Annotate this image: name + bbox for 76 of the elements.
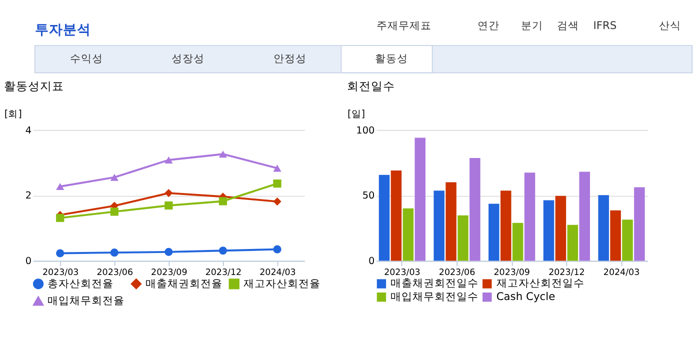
bar: [598, 195, 609, 261]
x-tick-label: 2023/06: [96, 268, 133, 278]
y-tick-label: 2: [25, 190, 32, 202]
point: [164, 248, 173, 256]
y-tick-label: 0: [368, 256, 375, 268]
y-tick-label: 100: [356, 125, 375, 136]
bar: [634, 187, 645, 261]
bar: [567, 224, 578, 261]
point: [164, 188, 173, 198]
legend-label: 재고자산회전일수: [496, 276, 584, 290]
bar: [470, 158, 480, 261]
bar: [434, 190, 444, 261]
y-axis-title: [일]: [348, 108, 366, 120]
point: [273, 164, 282, 172]
point: [110, 174, 118, 181]
text: 성장성: [172, 52, 205, 66]
point: [273, 180, 282, 188]
x-tick-label: 2023/12: [205, 268, 242, 278]
bar: [500, 190, 512, 261]
legend-label: 매출채권회전일수: [390, 276, 479, 290]
point: [218, 246, 228, 255]
bar: [458, 215, 468, 261]
x-tick-label: 2024/03: [260, 268, 296, 278]
x-tick-label: 2023/09: [494, 268, 530, 278]
point: [56, 214, 64, 222]
y-tick-label: 4: [25, 125, 32, 136]
chart-title: 활동성지표: [4, 79, 64, 94]
legend-label: 재고자산회전율: [243, 276, 320, 290]
point: [218, 197, 228, 206]
chart-title: 회전일수: [347, 79, 396, 94]
bar: [555, 196, 566, 261]
legend-label: 매입채무회전일수: [390, 290, 479, 304]
y-axis-title: [회]: [4, 108, 22, 120]
bar: [378, 174, 390, 261]
y-tick-label: 0: [25, 256, 32, 268]
text: 산식: [658, 19, 681, 32]
point: [164, 201, 173, 210]
text: 분기: [521, 19, 544, 32]
bar: [622, 220, 633, 261]
text: 주재무제표: [376, 19, 432, 32]
bar: [390, 170, 402, 261]
bar: [543, 200, 554, 261]
x-tick-label: 2024/03: [603, 268, 640, 278]
bar: [610, 210, 621, 261]
text: 안정성: [273, 52, 306, 66]
point: [56, 249, 64, 258]
point: [273, 198, 282, 206]
point: [164, 156, 173, 164]
point: [110, 248, 118, 257]
text: 연간: [478, 19, 500, 32]
bar: [524, 172, 536, 261]
legend-label: 매출채권회전율: [145, 276, 222, 290]
legend-label: Cash Cycle: [496, 290, 556, 304]
bar: [414, 138, 426, 261]
bar: [402, 208, 414, 261]
x-tick-label: 2023/03: [384, 268, 420, 278]
text: IFRS: [593, 19, 617, 32]
bar: [512, 222, 524, 261]
point: [56, 182, 64, 190]
text: 활동성: [375, 52, 408, 66]
x-tick-label: 2023/12: [548, 268, 585, 278]
x-tick-label: 2023/09: [151, 268, 188, 278]
point: [218, 150, 228, 158]
legend-label: 총자산회전율: [48, 276, 114, 290]
text: 투자분석: [34, 22, 91, 38]
y-tick-label: 50: [362, 190, 375, 202]
x-tick-label: 2023/03: [42, 268, 79, 278]
legend-label: 매입채무회전율: [48, 294, 124, 307]
bar: [488, 204, 500, 261]
bar: [579, 172, 590, 261]
x-tick-label: 2023/06: [438, 268, 476, 278]
point: [110, 208, 118, 216]
bar: [446, 182, 456, 261]
text: 수익성: [70, 52, 103, 66]
text: 검색: [557, 19, 580, 32]
point: [273, 245, 282, 254]
